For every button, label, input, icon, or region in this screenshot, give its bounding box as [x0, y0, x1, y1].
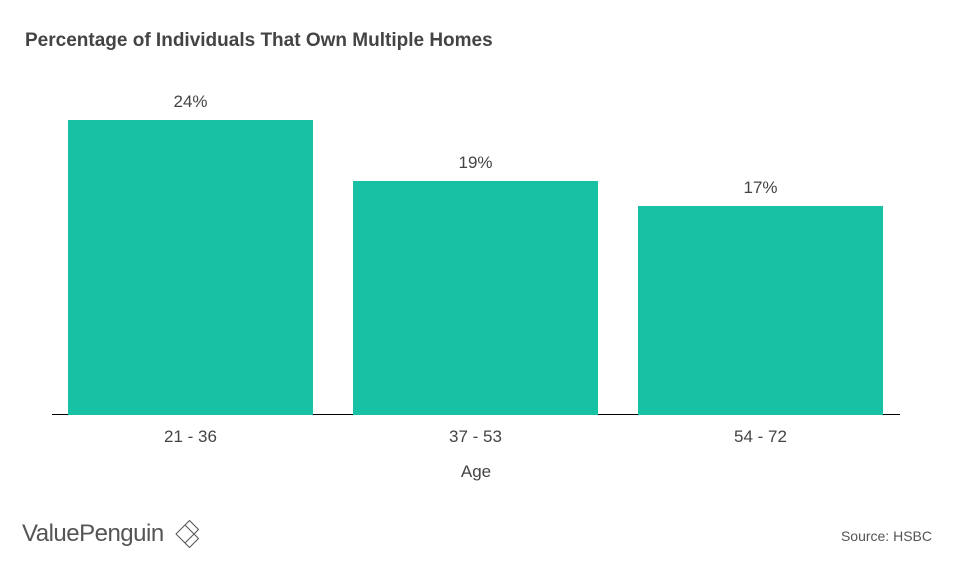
bar-group: 19%37 - 53 [353, 181, 598, 415]
x-axis-title: Age [56, 462, 896, 482]
bar-group: 24%21 - 36 [68, 120, 313, 415]
bar-group: 17%54 - 72 [638, 206, 883, 415]
bar [68, 120, 313, 415]
bar [638, 206, 883, 415]
bar [353, 181, 598, 415]
brand-logo-icon [170, 519, 200, 549]
bar-value-label: 19% [353, 153, 598, 173]
bar-category-label: 54 - 72 [638, 427, 883, 447]
bar-value-label: 24% [68, 92, 313, 112]
chart-plot-area: 24%21 - 3619%37 - 5317%54 - 72 Age [56, 120, 896, 415]
source-attribution: Source: HSBC [841, 528, 932, 544]
brand-logo-text: ValuePenguin [22, 520, 164, 548]
brand-logo: ValuePenguin [22, 519, 200, 549]
bar-value-label: 17% [638, 178, 883, 198]
chart-title: Percentage of Individuals That Own Multi… [25, 30, 493, 52]
bar-category-label: 37 - 53 [353, 427, 598, 447]
bar-category-label: 21 - 36 [68, 427, 313, 447]
